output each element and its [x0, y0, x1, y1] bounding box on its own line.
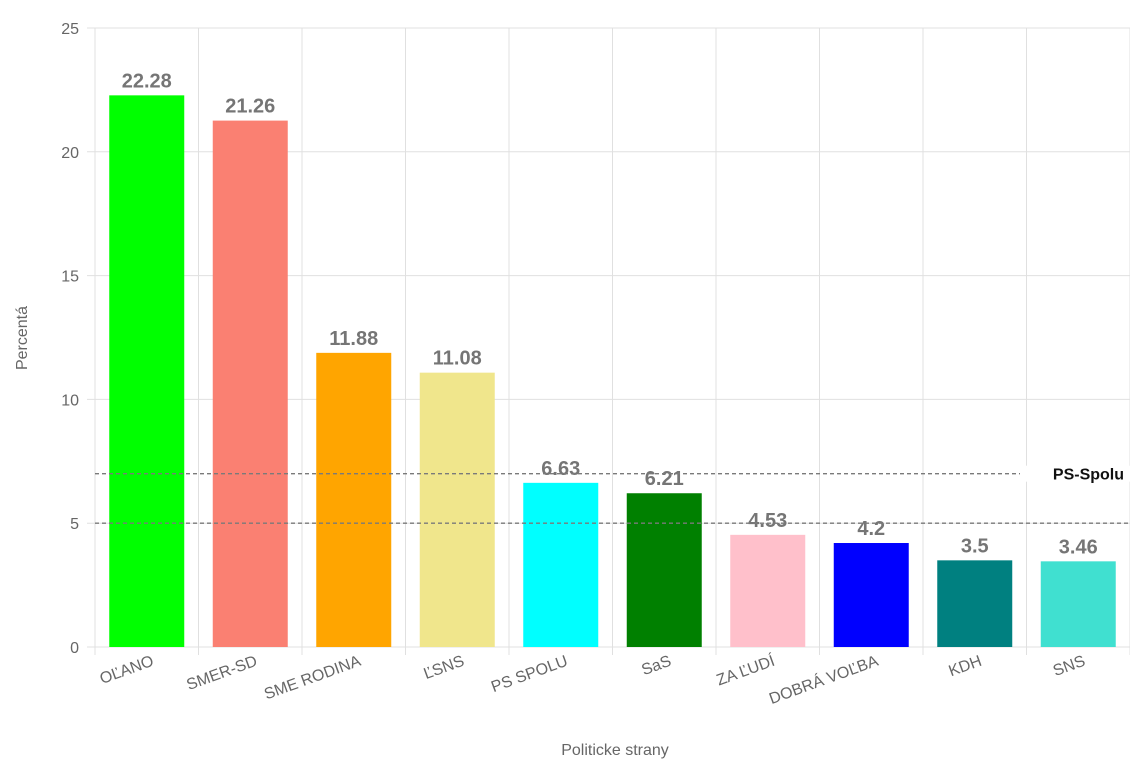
x-tick-label: OĽANO	[98, 653, 156, 688]
data-label: 11.08	[433, 348, 482, 370]
y-tick-label: 15	[61, 269, 79, 286]
y-axis-ticks: 0 5 10 15 20 25	[61, 21, 79, 657]
data-label: 4.2	[857, 518, 885, 540]
bar	[833, 543, 909, 647]
x-tick-label: SME RODINA	[262, 653, 363, 704]
data-label: 3.46	[1059, 536, 1098, 558]
x-tick-label: SNS	[1051, 653, 1088, 680]
x-tick-label: SaS	[639, 653, 673, 679]
x-tick-label: ZA ĽUDÍ	[714, 651, 778, 690]
y-tick-label: 5	[70, 516, 79, 533]
reference-line-label: PS-Spolu	[1053, 467, 1124, 484]
x-axis-ticks: OĽANO SMER-SD SME RODINA ĽSNS PS SPOLU SaS ZA …	[98, 651, 1088, 708]
y-axis-title: Percentá	[14, 306, 31, 370]
bar	[937, 560, 1013, 647]
data-label: 22.28	[122, 70, 172, 92]
bar	[109, 95, 185, 648]
bar	[523, 482, 599, 647]
reference-label-background	[1020, 465, 1130, 482]
x-tick-label: KDH	[947, 653, 985, 681]
x-tick-label: SMER-SD	[184, 653, 259, 694]
data-label: 6.63	[541, 458, 580, 480]
bar	[316, 352, 392, 647]
data-labels: 22.28 21.26 11.88 11.08 6.63 6.21 4.53 4.2 3.5 3.…	[122, 70, 1098, 558]
bar	[212, 120, 288, 647]
data-label: 3.5	[961, 535, 989, 557]
grid	[87, 27, 1130, 655]
bar	[1040, 561, 1116, 647]
reference-lines: PS-Spolu	[95, 465, 1130, 524]
bar	[626, 493, 702, 647]
data-label: 11.88	[329, 328, 378, 350]
y-tick-label: 25	[61, 21, 79, 38]
y-tick-label: 10	[61, 392, 79, 409]
x-axis-title: Politicke strany	[561, 742, 669, 759]
bars	[109, 95, 1116, 648]
bar	[419, 372, 495, 647]
x-tick-label: DOBRÁ VOĽBA	[766, 651, 881, 708]
bar	[730, 534, 806, 647]
x-tick-label: PS SPOLU	[489, 653, 570, 696]
x-tick-label: ĽSNS	[422, 653, 467, 683]
data-label: 21.26	[225, 96, 275, 118]
y-tick-label: 20	[61, 145, 79, 162]
data-label: 6.21	[645, 468, 684, 490]
data-label: 4.53	[748, 510, 787, 532]
y-tick-label: 0	[70, 640, 79, 657]
